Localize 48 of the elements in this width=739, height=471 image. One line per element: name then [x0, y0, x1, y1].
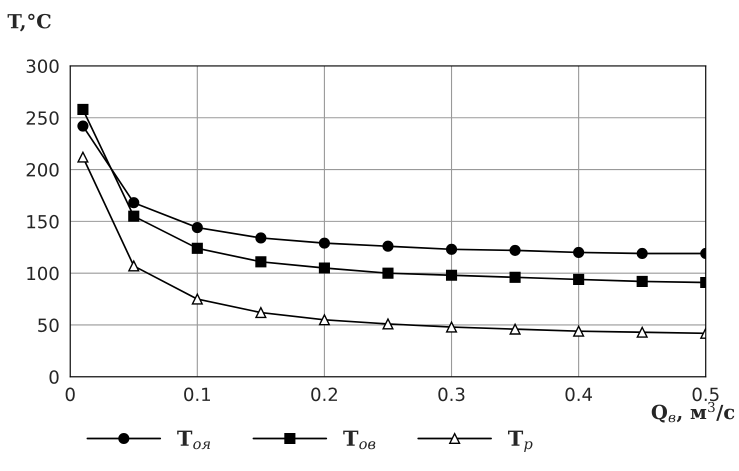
point	[128, 260, 140, 272]
point	[318, 262, 330, 274]
y-tick-label: 250	[26, 111, 59, 125]
y-tick-label: 300	[26, 59, 59, 74]
point	[636, 276, 648, 288]
point	[77, 120, 88, 132]
point	[382, 318, 394, 330]
point	[318, 314, 330, 326]
point	[510, 244, 521, 256]
point	[382, 240, 394, 252]
legend-label: T$_{оя}$	[177, 430, 210, 450]
point	[510, 272, 521, 283]
x-tick-label: 0.2	[311, 388, 337, 402]
point	[573, 326, 584, 337]
point	[128, 197, 140, 208]
point	[192, 242, 203, 254]
point	[573, 246, 584, 258]
point	[510, 324, 521, 335]
point	[636, 326, 648, 338]
point	[446, 270, 458, 281]
point	[255, 256, 266, 268]
y-tick-label: 50	[38, 318, 59, 332]
x-axis-title: Q$_{в}$, м$^{3}$/с	[652, 402, 734, 423]
y-tick-label: 150	[27, 214, 59, 228]
legend-label: T$_{р}$	[508, 430, 532, 452]
point	[446, 322, 458, 333]
x-tick-label: 0.4	[565, 388, 592, 402]
point	[192, 294, 203, 305]
x-tick-label: 0	[66, 388, 75, 402]
x-tick-label: 0.3	[438, 388, 464, 402]
x-tick-label: 0.1	[184, 388, 210, 402]
y-tick-label: 0	[49, 370, 59, 384]
point	[255, 232, 266, 244]
point	[382, 268, 394, 279]
point	[192, 222, 203, 234]
point	[128, 210, 140, 222]
y-axis-title: T,°C	[8, 14, 51, 32]
point	[446, 244, 458, 255]
point	[255, 307, 266, 318]
x-tick-label: 0.5	[692, 388, 719, 402]
point	[318, 238, 330, 249]
y-tick-label: 100	[27, 266, 59, 280]
point	[573, 274, 584, 285]
point	[636, 248, 648, 260]
point	[77, 152, 88, 163]
point	[77, 104, 88, 116]
legend-label: T$_{ов}$	[343, 430, 376, 450]
y-tick-label: 200	[26, 163, 59, 177]
